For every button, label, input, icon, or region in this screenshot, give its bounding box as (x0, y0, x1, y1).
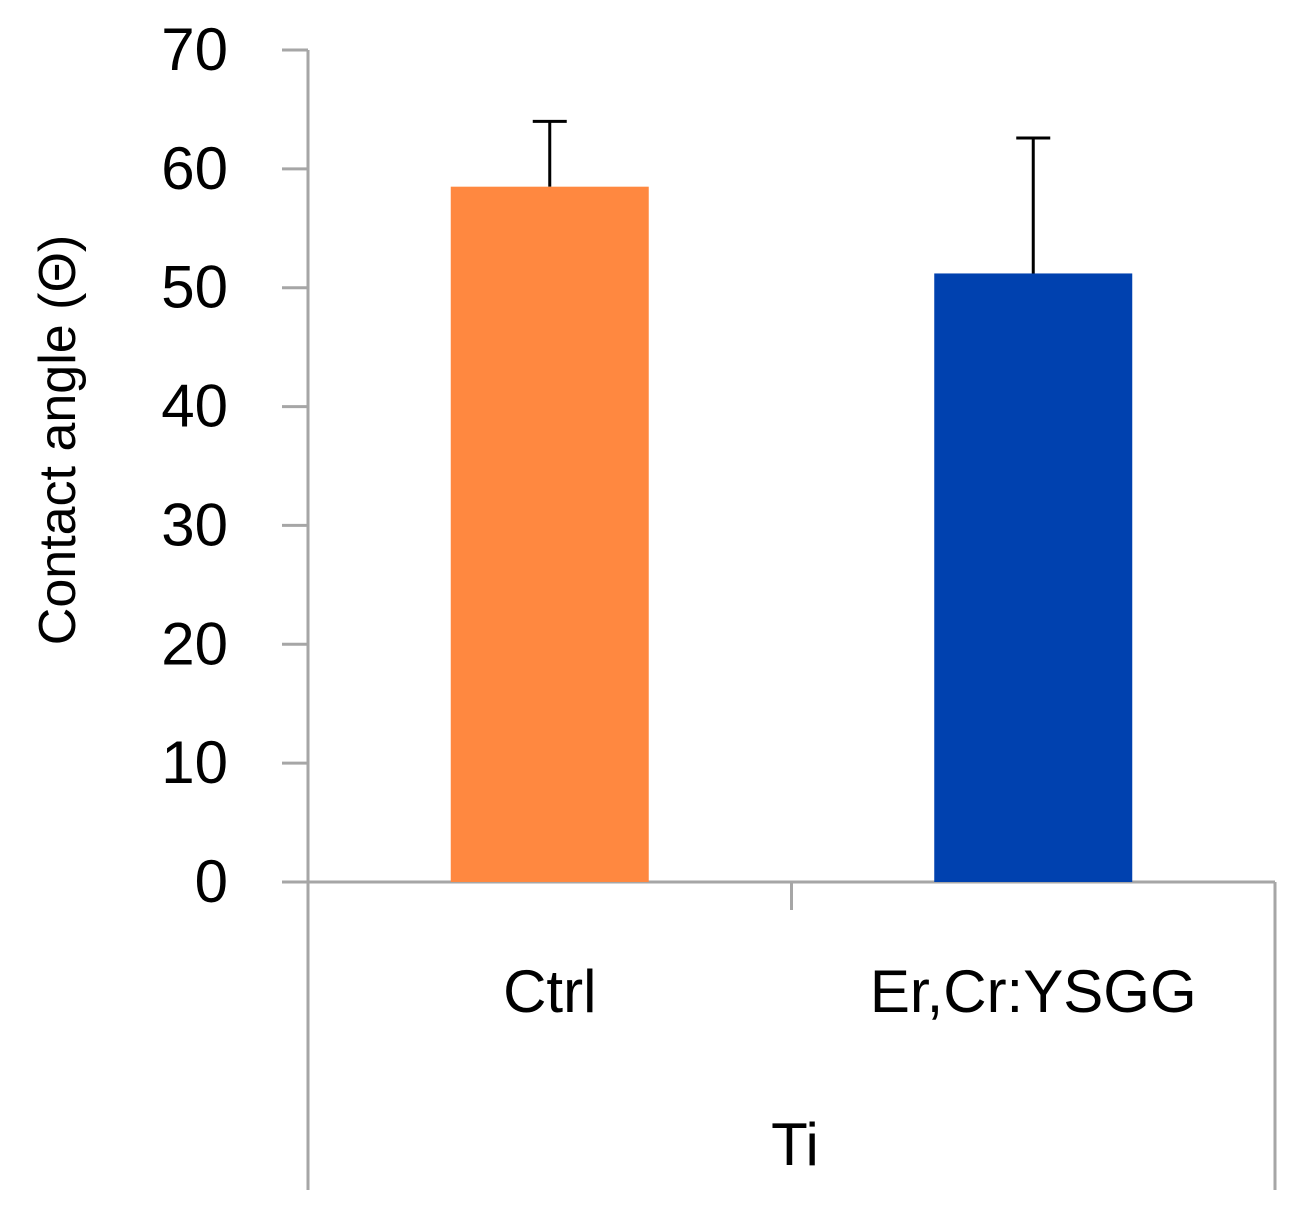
category-label: Ctrl (503, 958, 596, 1025)
y-axis-title: Contact angle (Θ) (29, 235, 87, 645)
y-tick-label: 20 (161, 610, 228, 677)
group-label: Ti (771, 1111, 819, 1178)
bar (934, 273, 1133, 882)
category-label: Er,Cr:YSGG (870, 958, 1197, 1025)
y-tick-labels: 0 10 20 30 40 50 60 70 (161, 16, 228, 915)
category-labels: Ctrl Er,Cr:YSGG (503, 958, 1197, 1025)
y-tick-label: 70 (161, 16, 228, 83)
y-tick-label: 50 (161, 254, 228, 321)
y-tick-label: 0 (195, 848, 228, 915)
y-tick-label: 40 (161, 373, 228, 440)
y-tick-label: 10 (161, 729, 228, 796)
bar (450, 186, 649, 882)
bars (450, 186, 1133, 882)
y-tick-label: 60 (161, 135, 228, 202)
error-bars (532, 119, 1051, 274)
y-tick-label: 30 (161, 491, 228, 558)
